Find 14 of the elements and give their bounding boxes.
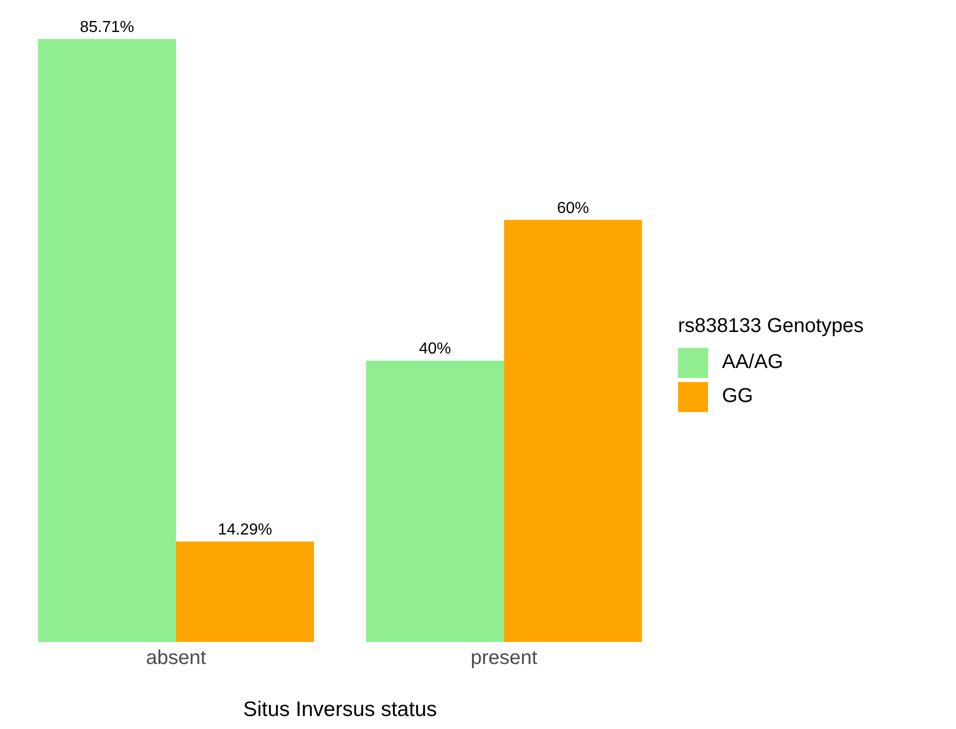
data-label: 40% <box>418 340 452 358</box>
x-tick-label: absent <box>146 647 206 670</box>
legend-label: AA/AG <box>722 351 784 374</box>
legend-title: rs838133 Genotypes <box>678 314 865 338</box>
bar <box>176 541 314 642</box>
bar <box>366 360 504 642</box>
data-label: 60% <box>556 200 590 217</box>
legend-label: GG <box>722 385 754 408</box>
data-label: 85.71% <box>80 19 134 36</box>
bar <box>504 220 642 642</box>
bar <box>38 39 176 642</box>
x-tick-label: present <box>470 647 538 670</box>
x-axis-title: Situs Inversus status <box>243 698 437 721</box>
data-label: 14.29% <box>218 521 272 538</box>
